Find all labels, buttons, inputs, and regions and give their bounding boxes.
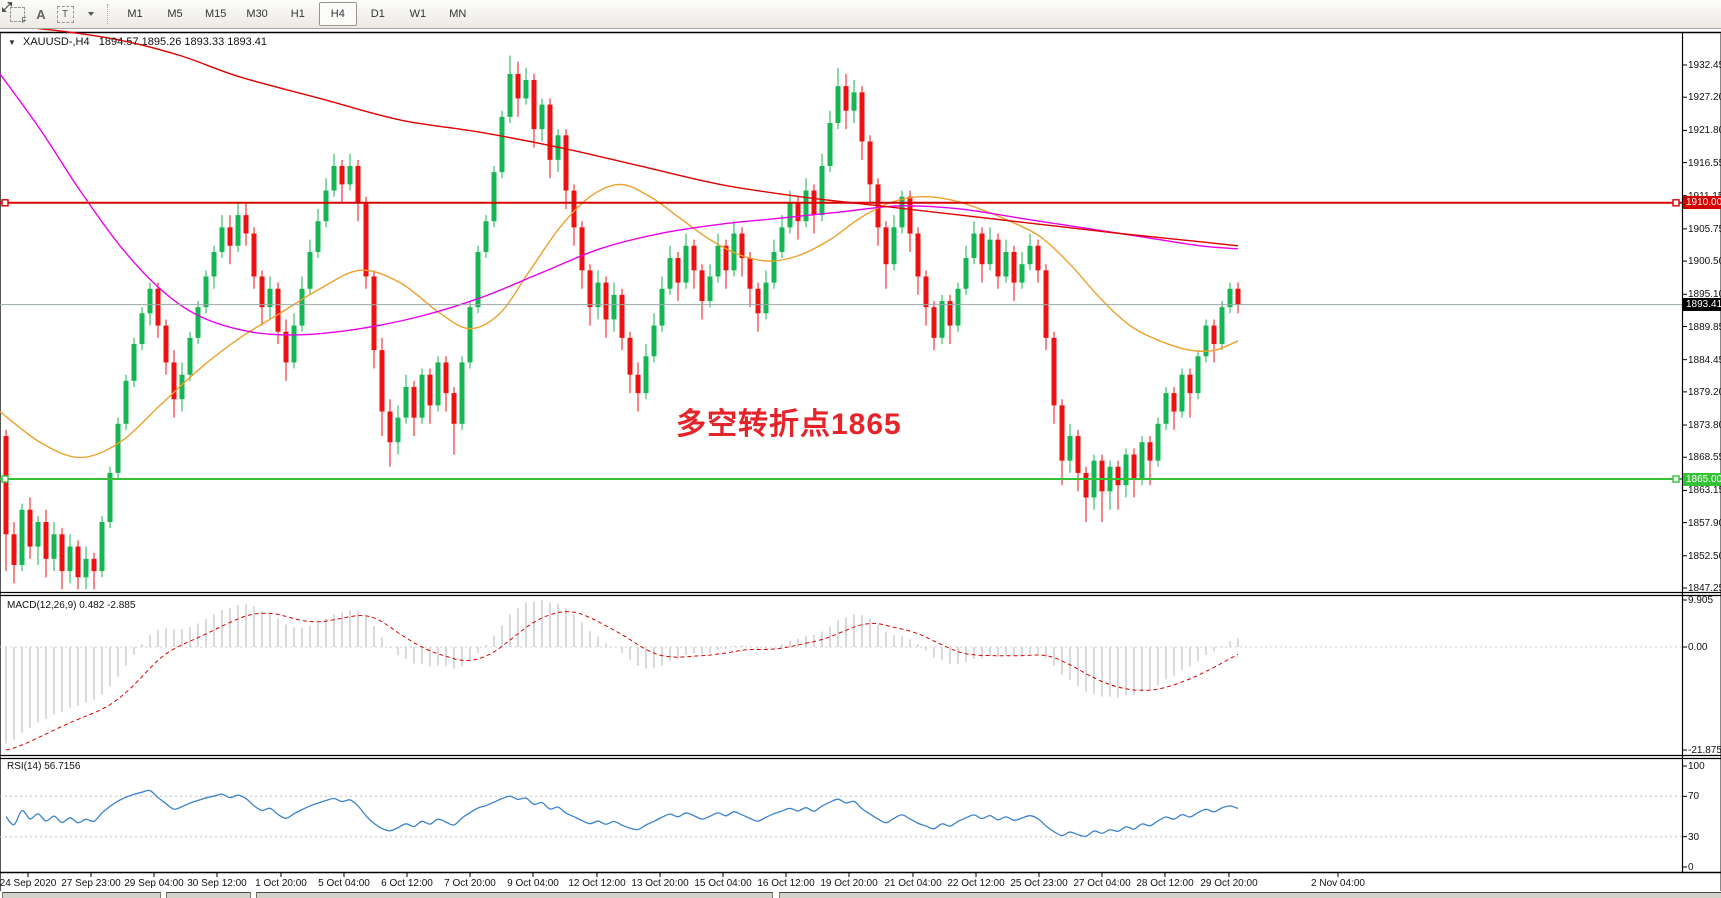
price-axis-label: 1905.75	[1688, 223, 1721, 235]
price-axis-label: 1927.20	[1688, 92, 1721, 104]
rsi-axis-label: 0	[1688, 862, 1694, 873]
grid-f-label: F	[21, 15, 27, 25]
diagonal-arrows-icon	[2, 2, 12, 12]
time-axis-label: 19 Oct 20:00	[820, 878, 878, 889]
window-tab-strip-segment[interactable]	[166, 892, 251, 898]
time-axis-label: 25 Oct 23:00	[1010, 878, 1068, 889]
chart-annotation-text: 多空转折点1865	[676, 408, 902, 441]
timeframe-button-M5[interactable]: M5	[167, 8, 183, 20]
timeframe-button-W1[interactable]: W1	[409, 8, 427, 20]
price-axis-label: 1911.15	[1688, 191, 1721, 202]
time-axis-label: 2 Nov 04:00	[1311, 878, 1365, 889]
price-axis-label: 1863.15	[1688, 485, 1721, 497]
time-axis-label: 27 Oct 04:00	[1073, 878, 1131, 889]
text-box-tool-button[interactable]: T	[54, 2, 76, 26]
window-tab-strip-segment[interactable]	[779, 892, 1721, 898]
rsi-axis-label: 30	[1688, 831, 1700, 843]
rsi-axis-label: 70	[1688, 791, 1700, 803]
toolbar: F A T M1 M5 M15 M30 H1 H4 D1 W1 MN	[0, 0, 1721, 29]
price-tag-1910.00: 1910.00	[1683, 196, 1721, 210]
text-label-tool-button[interactable]: A	[30, 2, 52, 26]
macd-histogram	[5, 600, 1239, 744]
timeframe-button-D1[interactable]: D1	[370, 8, 385, 20]
time-axis-label: 6 Oct 12:00	[381, 878, 433, 889]
time-axis-label: 13 Oct 20:00	[631, 878, 689, 889]
letter-a-icon: A	[36, 6, 46, 22]
price-axis-label: 1900.50	[1688, 256, 1721, 268]
slow-ma-line	[0, 24, 1239, 247]
timeframe-button-M1[interactable]: M1	[127, 8, 143, 20]
time-axis-label: 27 Sep 23:00	[61, 878, 121, 889]
price-tag-1893.41: 1893.41	[1683, 298, 1721, 312]
price-axis-label: 1879.20	[1688, 386, 1721, 398]
chart-ohlc-values: 1894.57 1895.26 1893.33 1893.41	[98, 36, 268, 48]
price-axis-label: 1884.45	[1688, 354, 1721, 366]
chart-title: ▼ XAUUSD-,H4 1894.57 1895.26 1893.33 189…	[8, 36, 267, 48]
mid-ma-line	[0, 73, 1239, 336]
letter-t-box-icon: T	[56, 5, 74, 23]
time-axis-label: 22 Oct 12:00	[947, 878, 1005, 889]
price-axis-label: 1868.55	[1688, 452, 1721, 464]
time-axis-label: 15 Oct 04:00	[694, 878, 752, 889]
timeframe-button-M15[interactable]: M15	[205, 8, 227, 20]
rsi-axis-label: 100	[1688, 761, 1705, 772]
chart-grid-f-button[interactable]: F	[6, 2, 28, 26]
time-axis-label: 21 Oct 04:00	[884, 878, 942, 889]
timeframe-button-group: M1 M5 M15 M30 H1 H4 D1 W1 MN	[115, 2, 478, 26]
price-axis-label: 1873.80	[1688, 420, 1721, 432]
window-tab-strip-segment[interactable]	[2, 892, 161, 898]
timeframe-button-H4[interactable]: H4	[318, 2, 357, 26]
time-axis-label: 24 Sep 2020	[0, 878, 57, 889]
macd-axis-label: -21.875	[1688, 745, 1721, 756]
dropdown-caret-icon[interactable]	[87, 12, 94, 16]
macd-label: MACD(12,26,9) 0.482 -2.885	[7, 600, 136, 611]
time-axis-label: 1 Oct 20:00	[255, 878, 307, 889]
fast-ma-line	[0, 183, 1239, 459]
timeframe-button-MN[interactable]: MN	[449, 8, 467, 20]
horizontal-line-1910.00[interactable]	[0, 199, 1682, 207]
macd-signal-line	[5, 611, 1239, 751]
price-axis-label: 1857.90	[1688, 517, 1721, 529]
rsi-line	[5, 789, 1239, 838]
time-axis-label: 7 Oct 20:00	[444, 878, 496, 889]
price-axis-label: 1921.80	[1688, 125, 1721, 137]
price-axis-label: 1916.55	[1688, 157, 1721, 169]
price-axis-label: 1932.45	[1688, 60, 1721, 71]
time-axis-label: 30 Sep 12:00	[187, 878, 247, 889]
price-axis-label: 1889.85	[1688, 321, 1721, 333]
time-axis-label: 5 Oct 04:00	[318, 878, 370, 889]
arrows-tool-button[interactable]	[2, 2, 100, 26]
timeframe-button-H1[interactable]: H1	[290, 8, 305, 20]
price-tag-1865.00: 1865.00	[1683, 472, 1721, 486]
grid-icon: F	[9, 6, 27, 25]
candlesticks	[3, 55, 1241, 590]
window-tab-strip-segment[interactable]	[256, 892, 773, 898]
price-axis-label: 1852.50	[1688, 550, 1721, 562]
macd-axis-label: 0.00	[1688, 642, 1708, 653]
horizontal-line-1865.00[interactable]	[0, 475, 1682, 483]
rsi-label: RSI(14) 56.7156	[7, 761, 81, 772]
time-axis-label: 16 Oct 12:00	[757, 878, 815, 889]
price-axis-label: 1895.10	[1688, 289, 1721, 301]
panel-borders	[0, 31, 1721, 891]
time-axis-label: 28 Oct 12:00	[1136, 878, 1194, 889]
time-axis-label: 29 Sep 04:00	[124, 878, 184, 889]
timeframe-button-M30[interactable]: M30	[246, 8, 268, 20]
time-axis-label: 12 Oct 12:00	[568, 878, 626, 889]
price-axis-label: 1847.25	[1688, 583, 1721, 594]
chart-symbol-period: XAUUSD-,H4	[22, 36, 90, 48]
toolbar-separator	[107, 4, 109, 24]
symbol-collapse-icon[interactable]: ▼	[8, 38, 16, 47]
macd-axis-label: 9.905	[1688, 595, 1714, 606]
time-axis-label: 9 Oct 04:00	[507, 878, 559, 889]
time-axis-label: 29 Oct 20:00	[1200, 878, 1258, 889]
